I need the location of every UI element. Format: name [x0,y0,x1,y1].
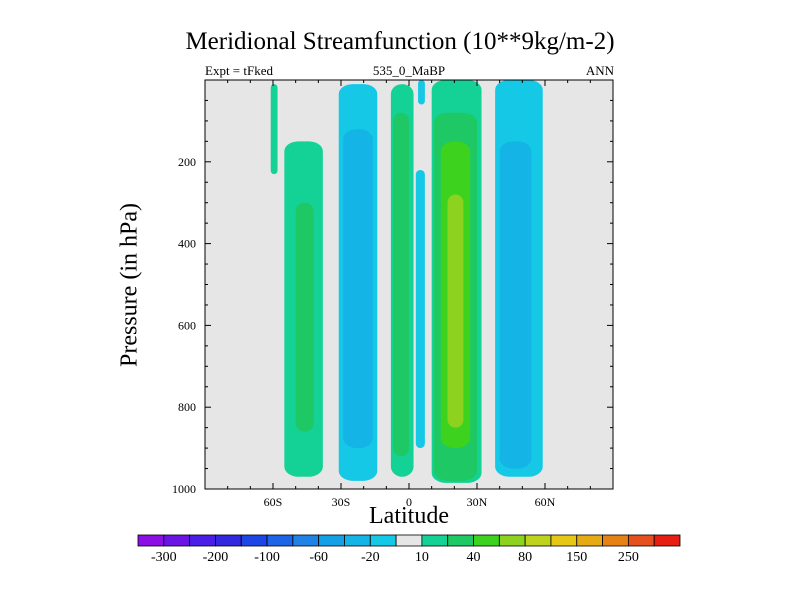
contour-region [393,112,409,457]
colorbar-label: -200 [203,550,229,565]
colorbar-box [318,534,345,547]
x-tick-label: 30N [467,495,488,509]
colorbar-label: -60 [309,550,328,565]
x-axis-label: Latitude [369,503,449,529]
contour-region [415,169,425,449]
colorbar-box [240,534,268,547]
contour-region [295,202,314,432]
colorbar-box [421,534,449,547]
colorbar-box [395,534,423,547]
colorbar-box [447,534,474,547]
season-label: ANN [585,63,614,78]
colorbar-box [473,534,500,547]
y-tick-label: 200 [178,155,196,169]
chart-title: Meridional Streamfunction (10**9kg/m-2) [185,28,615,55]
y-tick-label: 600 [178,318,196,332]
period-label: 535_0_MaBP [372,63,446,78]
colorbar-label: 250 [618,550,639,565]
contour-region [350,169,364,293]
y-tick-label: 1000 [172,482,196,496]
colorbar-box [215,534,242,547]
colorbar-box [369,534,397,547]
colorbar-box [163,534,191,547]
colorbar-box [498,534,526,547]
colorbar-label: 10 [415,550,429,565]
contour-region [270,84,278,175]
colorbar-label: 150 [566,550,587,565]
x-tick-label: 0 [406,495,412,509]
colorbar-box [137,534,165,547]
x-tick-label: 30S [332,495,351,509]
colorbar-label: -100 [254,550,280,565]
contour-region [447,194,464,428]
colorbar-box [189,534,216,547]
y-tick-label: 800 [178,400,196,414]
colorbar-label: 40 [467,550,481,565]
y-tick-label: 400 [178,237,196,251]
colorbar-box [524,534,552,547]
contour-region [499,141,532,469]
colorbar-box [344,534,371,547]
colorbar-box [653,534,681,547]
colorbar-box [602,534,629,547]
colorbar-box [266,534,294,547]
experiment-label: Expt = tFked [205,63,273,78]
x-tick-label: 60S [264,495,283,509]
colorbar-label: -20 [361,550,380,565]
colorbar-label: 80 [518,550,532,565]
colorbar-box [292,534,320,547]
colorbar-box [576,534,603,547]
x-tick-label: 60N [535,495,556,509]
colorbar-label: -300 [151,550,177,565]
colorbar-box [550,534,578,547]
contour-region [418,80,425,105]
colorbar-box [627,534,655,547]
